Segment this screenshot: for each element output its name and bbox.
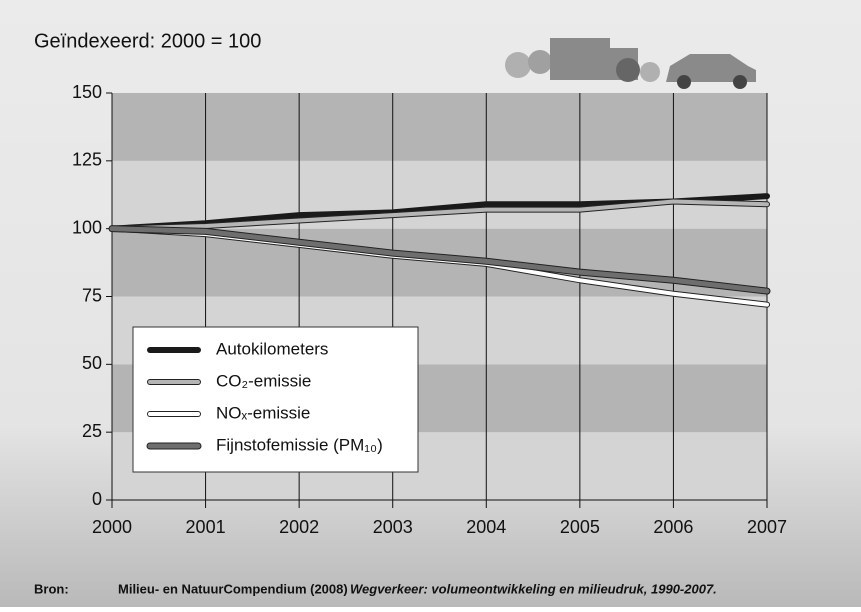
x-tick-label: 2007 xyxy=(747,517,787,537)
legend-label: Fijnstofemissie (PM₁₀) xyxy=(216,435,383,454)
x-tick-label: 2001 xyxy=(186,517,226,537)
y-tick-label: 50 xyxy=(82,353,102,373)
x-tick-label: 2002 xyxy=(279,517,319,537)
source-title: Wegverkeer: volumeontwikkeling en milieu… xyxy=(350,581,717,596)
x-tick-label: 2004 xyxy=(466,517,506,537)
band xyxy=(112,93,767,161)
y-tick-label: 75 xyxy=(82,285,102,305)
x-tick-label: 2006 xyxy=(653,517,693,537)
chart-title: Geïndexeerd: 2000 = 100 xyxy=(34,30,261,52)
band xyxy=(112,161,767,229)
x-tick-label: 2005 xyxy=(560,517,600,537)
y-tick-label: 100 xyxy=(72,217,102,237)
y-tick-label: 25 xyxy=(82,421,102,441)
legend-label: CO₂-emissie xyxy=(216,371,311,390)
legend-label: Autokilometers xyxy=(216,339,328,358)
chart: Geïndexeerd: 2000 = 100 0 25 50 75 100 125 150… xyxy=(0,0,861,607)
source-label: Bron: xyxy=(34,581,69,596)
y-tick-label: 0 xyxy=(92,489,102,509)
legend-label: NOₓ-emissie xyxy=(216,403,310,422)
y-tick-label: 125 xyxy=(72,150,102,170)
source: Milieu- en NatuurCompendium (2008) xyxy=(118,581,348,596)
x-tick-label: 2000 xyxy=(92,517,132,537)
y-tick-label: 150 xyxy=(72,82,102,102)
x-tick-label: 2003 xyxy=(373,517,413,537)
